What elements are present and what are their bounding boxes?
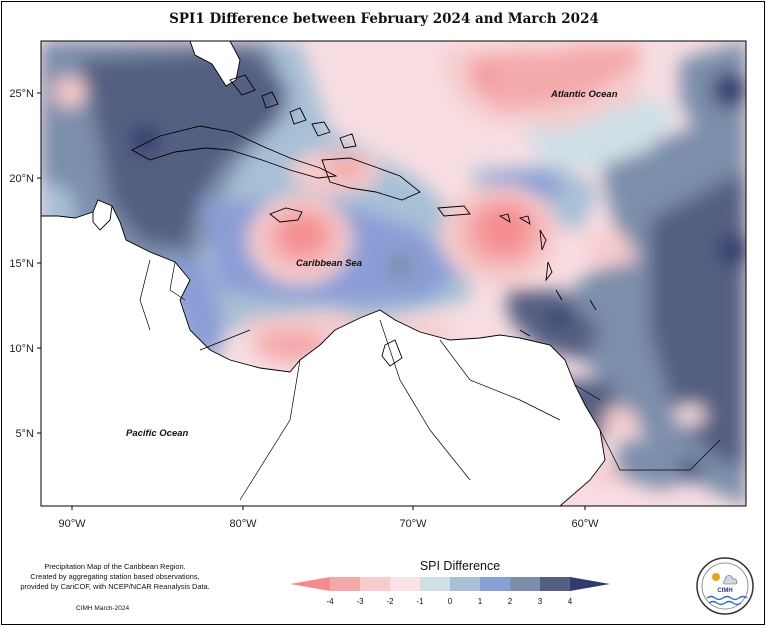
credits-line: Precipitation Map of the Caribbean Regio… — [44, 562, 186, 571]
lat-label: 10°N — [9, 343, 34, 355]
legend-tick-label: 2 — [508, 597, 513, 606]
legend-tick-label: 3 — [538, 597, 543, 606]
lat-label: 20°N — [9, 173, 34, 185]
legend-tick-label: 1 — [478, 597, 483, 606]
legend-tick-label: -3 — [356, 597, 364, 606]
credits-stamp: CIMH March-2024 — [76, 605, 130, 612]
credits-line: Created by aggregating station based obs… — [30, 572, 200, 581]
cimh-logo: CIMH — [696, 557, 754, 615]
legend-swatch — [330, 577, 360, 591]
sun-icon — [712, 573, 720, 581]
label-atlantic-ocean: Atlantic Ocean — [550, 89, 618, 100]
axis-ticks — [37, 92, 586, 510]
label-caribbean-sea: Caribbean Sea — [296, 258, 362, 269]
legend-swatch — [360, 577, 390, 591]
legend-swatch — [510, 577, 540, 591]
map-credits: Precipitation Map of the Caribbean Regio… — [10, 562, 220, 592]
land-mask — [41, 41, 721, 506]
legend-swatch — [480, 577, 510, 591]
cloud-icon — [723, 575, 738, 585]
islands — [131, 74, 597, 367]
legend-tick-label: -1 — [416, 597, 424, 606]
credits-line: provided by CariCOF, with NCEP/NCAR Rean… — [20, 582, 210, 591]
legend-swatch — [390, 577, 420, 591]
legend-swatch — [570, 577, 610, 591]
lat-label: 15°N — [9, 258, 34, 270]
lon-label: 70°W — [399, 518, 427, 530]
lat-labels: 25°N 20°N 15°N 10°N 5°N — [9, 88, 34, 440]
lon-label: 60°W — [571, 518, 599, 530]
legend-swatch — [450, 577, 480, 591]
legend-swatch — [290, 577, 330, 591]
legend-tick-label: -4 — [326, 597, 334, 606]
lat-label: 5°N — [16, 428, 35, 440]
legend-colorbar: -4 -3 -2 -1 0 1 2 3 4 — [290, 577, 610, 606]
legend-title: SPI Difference — [419, 559, 501, 573]
lon-label: 90°W — [58, 518, 86, 530]
legend-tick-label: 0 — [448, 597, 453, 606]
lat-label: 25°N — [9, 88, 34, 100]
legend-tick-label: -2 — [386, 597, 394, 606]
legend-swatch — [540, 577, 570, 591]
legend-tick-label: 4 — [568, 597, 573, 606]
map-title: SPI1 Difference between February 2024 an… — [169, 11, 599, 27]
lon-labels: 90°W 80°W 70°W 60°W — [58, 518, 599, 530]
caribbean-map: 90°W 80°W 70°W 60°W 25°N 20°N 15°N 10°N … — [9, 40, 747, 530]
plot-border — [40, 40, 747, 507]
logo-label: CIMH — [717, 588, 732, 594]
legend-swatch — [420, 577, 450, 591]
lon-label: 80°W — [229, 518, 257, 530]
label-pacific-ocean: Pacific Ocean — [126, 428, 189, 439]
